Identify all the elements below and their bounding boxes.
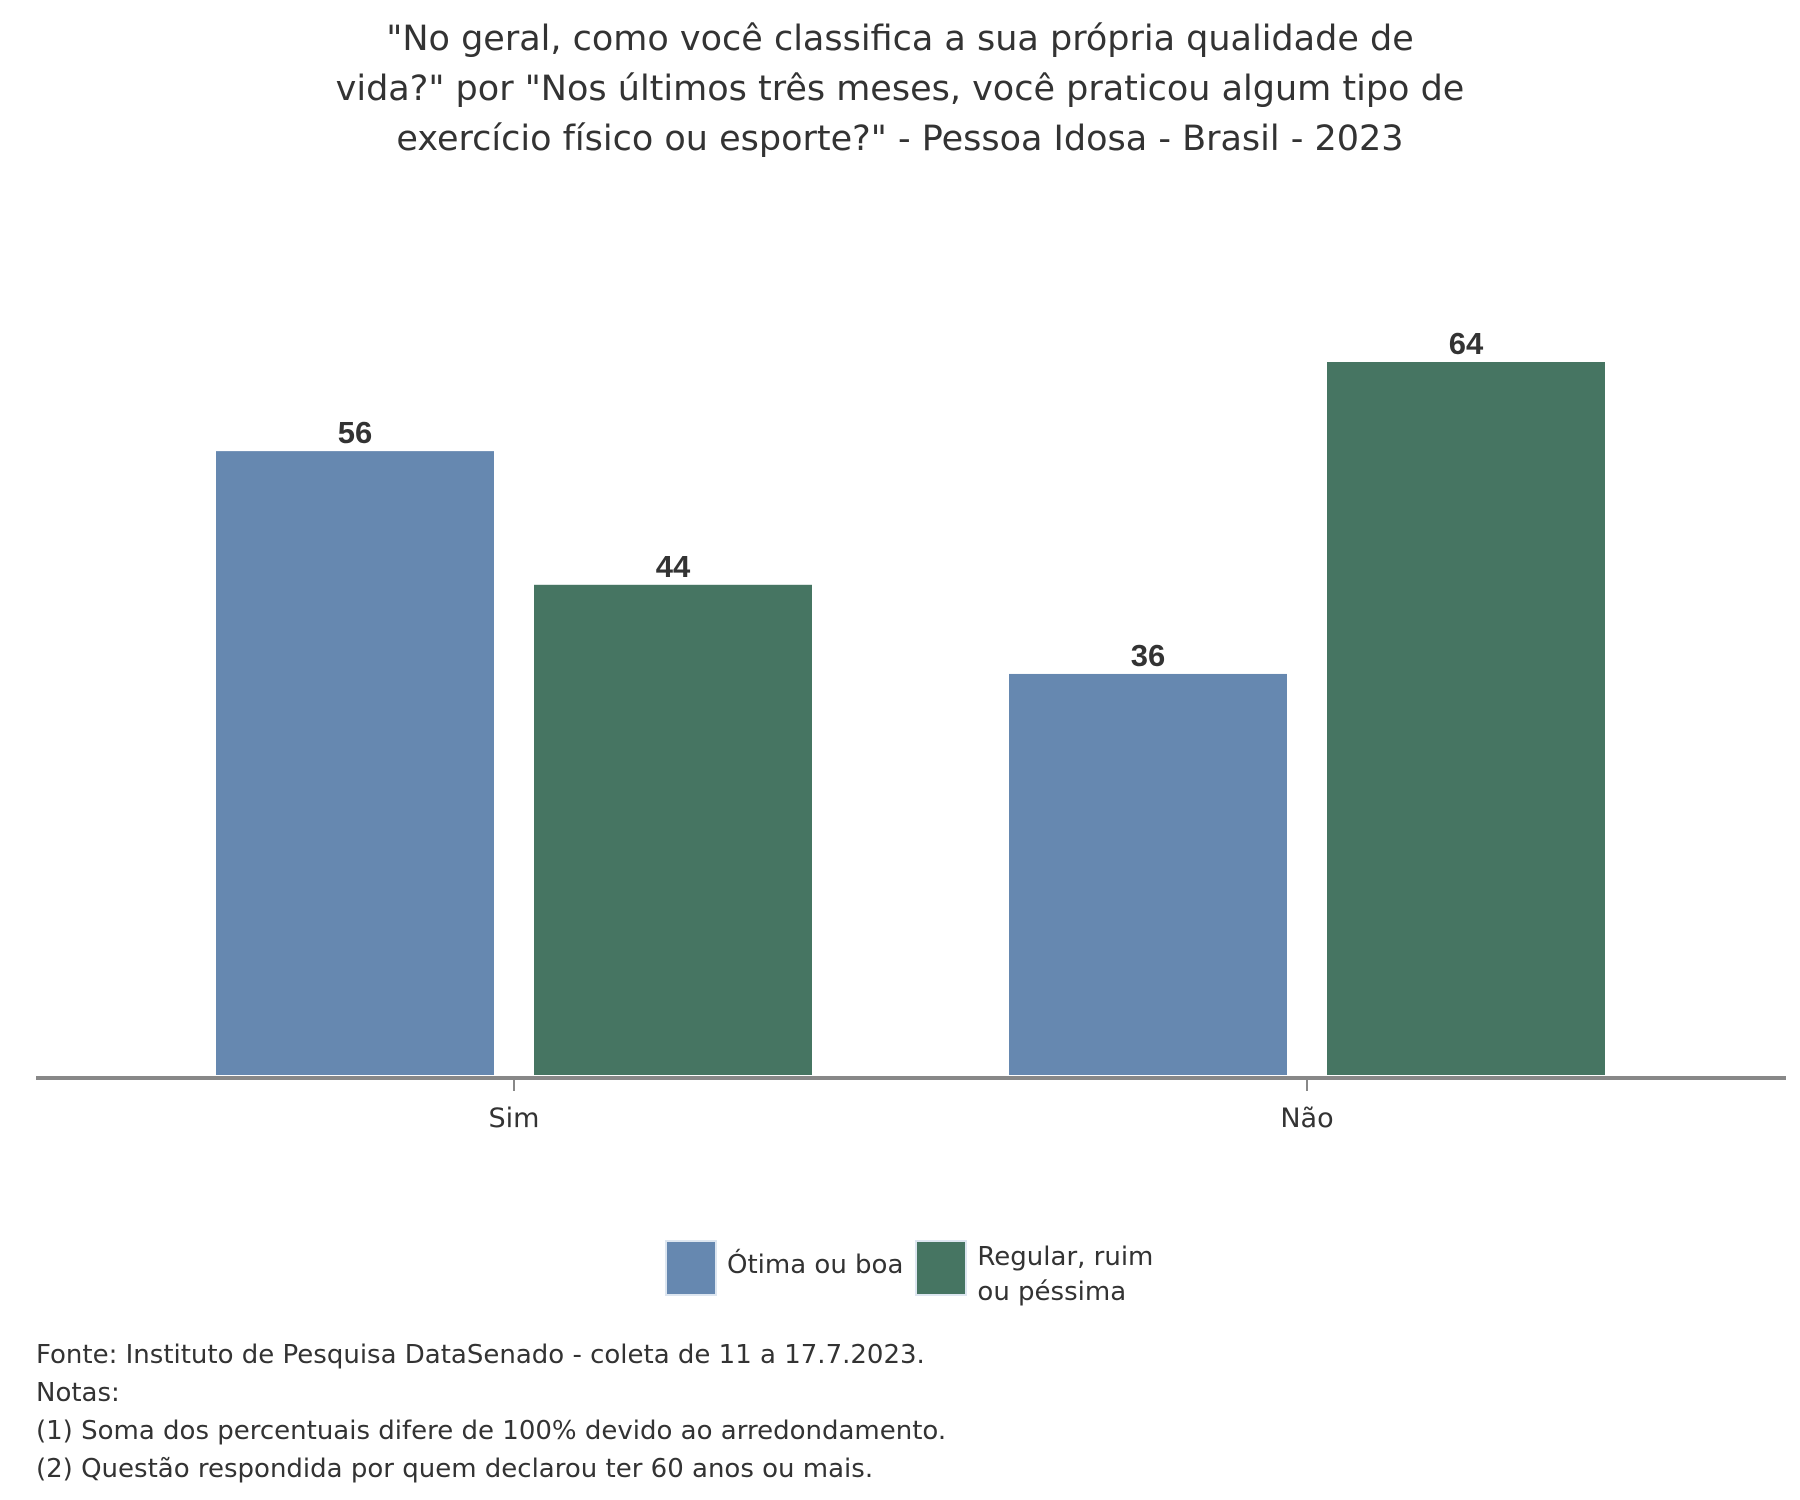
legend-item-otima-ou-boa: Ótima ou boa	[665, 1240, 903, 1296]
legend-label-regular-ruim-ou-pessima: Regular, ruim ou péssima	[977, 1240, 1153, 1310]
chart-title-line: vida?" por "Nos últimos três meses, você…	[335, 69, 1465, 109]
footnote-notes-heading: Notas:	[36, 1378, 120, 1408]
data-label-nao-regular-ruim-ou-pessima: 64	[1449, 326, 1484, 361]
legend: Ótima ou boa Regular, ruim ou péssima	[665, 1240, 1165, 1310]
data-label-sim-regular-ruim-ou-pessima: 44	[656, 549, 691, 584]
legend-swatch-regular-ruim-ou-pessima	[915, 1240, 968, 1296]
legend-item-regular-ruim-ou-pessima: Regular, ruim ou péssima	[915, 1240, 1153, 1310]
legend-label-line: Ótima ou boa	[727, 1250, 904, 1280]
legend-label-otima-ou-boa: Ótima ou boa	[727, 1240, 903, 1283]
footnote-note-2: (2) Questão respondida por quem declarou…	[36, 1454, 874, 1484]
legend-label-line: Regular, ruim	[977, 1242, 1154, 1272]
footnote-source: Fonte: Instituto de Pesquisa DataSenado …	[36, 1340, 925, 1370]
legend-label-line: ou péssima	[977, 1277, 1127, 1307]
data-label-sim-otima-ou-boa: 56	[338, 415, 372, 450]
footnote-note-1: (1) Soma dos percentuais difere de 100% …	[36, 1416, 947, 1446]
footnotes: Fonte: Instituto de Pesquisa DataSenado …	[36, 1336, 946, 1488]
bar-nao-regular-ruim-ou-pessima	[1327, 362, 1605, 1075]
x-tick-label-nao: Não	[1280, 1103, 1333, 1134]
bar-nao-otima-ou-boa	[1009, 673, 1287, 1075]
data-label-nao-otima-ou-boa: 36	[1131, 638, 1165, 673]
legend-swatch-otima-ou-boa	[665, 1240, 717, 1296]
chart-title: "No geral, como você classifica a sua pr…	[250, 14, 1550, 164]
x-tick-label-sim: Sim	[489, 1103, 540, 1134]
bar-sim-regular-ruim-ou-pessima	[534, 584, 812, 1075]
chart-title-line: exercício físico ou esporte?" - Pessoa I…	[396, 119, 1404, 159]
chart-title-line: "No geral, como você classifica a sua pr…	[386, 19, 1414, 59]
bar-sim-otima-ou-boa	[216, 451, 494, 1075]
